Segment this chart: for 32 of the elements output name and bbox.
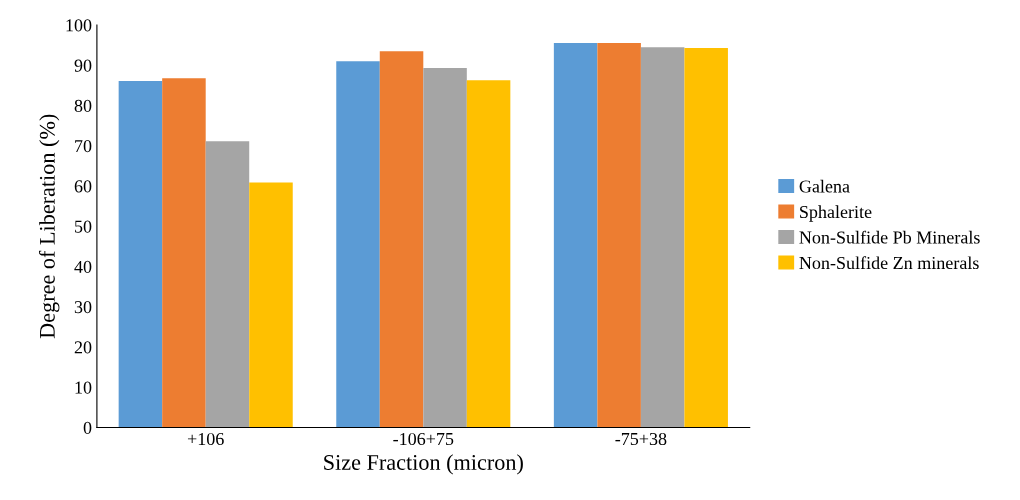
bar [423, 68, 467, 428]
y-tick-label: 10 [75, 381, 92, 394]
bar [205, 141, 250, 428]
x-tick-label: -75+38 [615, 432, 667, 446]
y-tick-label: 50 [75, 220, 92, 233]
y-tick-label: 30 [74, 301, 92, 314]
bar [466, 80, 511, 428]
bar [640, 47, 685, 428]
bar [249, 182, 293, 428]
x-tick-label: -106+75 [393, 432, 454, 446]
y-tick-label: 40 [74, 260, 92, 273]
bar [336, 61, 380, 428]
y-tick-label: 0 [83, 421, 92, 434]
y-tick-label: 90 [74, 59, 92, 72]
bar [684, 47, 728, 428]
bar [162, 78, 206, 428]
y-tick-label: 100 [66, 19, 92, 32]
bar [597, 43, 641, 428]
y-axis-title: Degree of Liberation (%) [38, 114, 60, 339]
x-tick-label: +106 [187, 432, 224, 446]
y-tick-label: 60 [74, 180, 92, 193]
bar [553, 43, 598, 428]
y-tick-label: 20 [74, 341, 92, 354]
y-tick-label: 80 [74, 99, 92, 112]
bar [379, 51, 424, 428]
y-tick-label: 70 [75, 140, 92, 153]
legend-label: Sphalerite [800, 205, 872, 222]
legend-label: Non-Sulfide Zn minerals [799, 256, 979, 270]
legend-label: Non-Sulfide Pb Minerals [799, 230, 980, 244]
legend-label: Galena [799, 179, 850, 193]
bar [118, 80, 163, 428]
x-axis-title: Size Fraction (micron) [324, 454, 523, 475]
